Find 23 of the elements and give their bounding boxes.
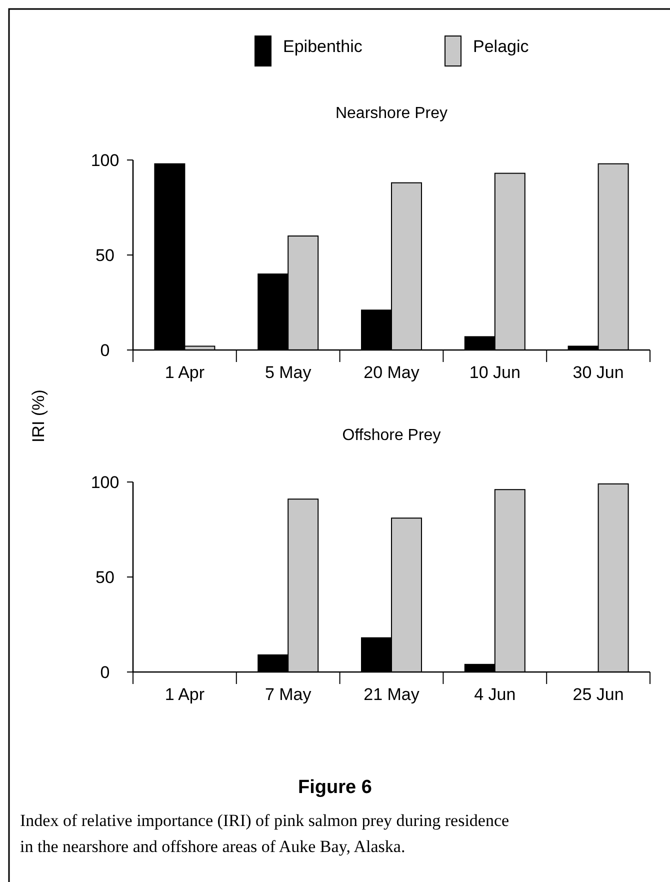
x-tick-label: 4 Jun [474,685,516,704]
y-tick-label: 50 [96,246,114,265]
y-tick-label: 0 [100,341,110,360]
x-tick-label: 1 Apr [164,685,205,704]
y-tick-label: 100 [90,151,120,170]
caption: Figure 6 [298,777,372,798]
y-tick-label: 50 [96,568,114,587]
x-tick-label: 1 Apr [164,363,205,382]
text: Index of relative importance (IRI) of pink salmon prey during residence in the nearshore and offshore areas of Auke Bay, Alaska. [20,811,510,856]
legend-label: Pelagic [473,37,530,56]
y-axis-title: IRI (%) [29,390,48,442]
y-tick-label: 100 [90,473,120,492]
chart-title: Offshore Prey [342,427,441,444]
legend-label: Epibenthic [283,37,363,56]
x-tick-label: 25 Jun [572,685,624,704]
x-tick-label: 30 Jun [572,363,624,382]
x-tick-label: 21 May [364,685,420,704]
y-tick-label: 0 [100,663,110,682]
x-tick-label: 5 May [264,363,312,382]
x-tick-label: 10 Jun [469,363,520,382]
x-tick-label: 7 May [264,685,312,704]
x-tick-label: 20 May [364,363,420,382]
chart-title: Nearshore Prey [335,105,448,122]
